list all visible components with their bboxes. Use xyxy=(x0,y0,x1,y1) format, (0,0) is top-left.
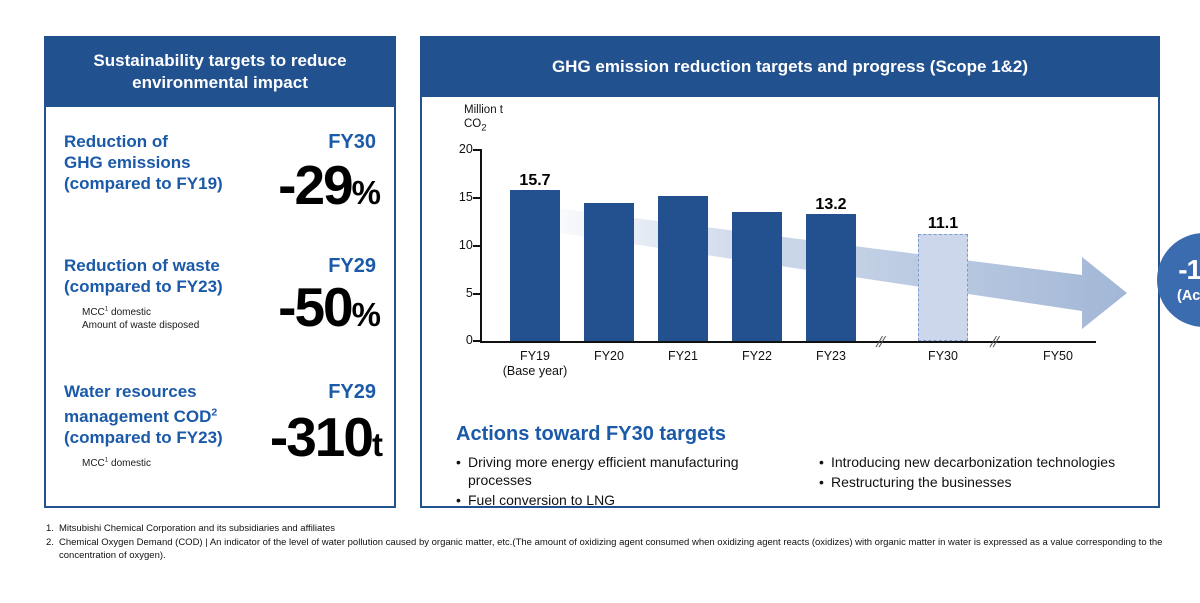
x-axis-line xyxy=(480,341,1096,343)
x-label-fy21: FY21 xyxy=(668,349,698,363)
metric-waste-title: Reduction of waste (compared to FY23) xyxy=(64,255,380,297)
footnote-2: 2. Chemical Oxygen Demand (COD) | An ind… xyxy=(46,536,1166,562)
metric-water-title-line1: Water resources xyxy=(64,382,197,401)
footnote-1: 1. Mitsubishi Chemical Corporation and i… xyxy=(46,522,1166,535)
badge-actual-reduction: -16% (Actual) xyxy=(1157,233,1200,327)
metric-water-subtext-line1: MCC1 domestic xyxy=(82,456,152,469)
x-label-fy30: FY30 xyxy=(928,349,958,363)
ghg-bar-chart: Million t CO2 20 15 10 5 0 15.7 13.2 11.… xyxy=(422,97,1200,387)
metric-waste-subtext-line2: Amount of waste disposed xyxy=(82,320,200,332)
bar-fy19 xyxy=(510,190,560,341)
metric-ghg-title-line1: Reduction of xyxy=(64,132,168,151)
metric-ghg-title-line2: GHG emissions xyxy=(64,153,191,172)
y-axis-unit-line1: Million t xyxy=(464,104,503,116)
action-item: Driving more energy efficient manufactur… xyxy=(456,453,801,489)
left-panel-header: Sustainability targets to reduce environ… xyxy=(46,38,394,107)
footnote-ref-1: 1 xyxy=(104,306,109,313)
y-tick-label-15: 15 xyxy=(458,190,473,204)
footnotes-section: 1. Mitsubishi Chemical Corporation and i… xyxy=(46,522,1166,563)
action-item: Introducing new decarbonization technolo… xyxy=(819,453,1146,471)
metric-water-fiscal-year: FY29 xyxy=(328,381,376,403)
footnote-ref-2: 2 xyxy=(211,406,218,418)
x-label-fy23: FY23 xyxy=(816,349,846,363)
metric-waste-fiscal-year: FY29 xyxy=(328,255,376,277)
action-item: Restructuring the businesses xyxy=(819,473,1146,491)
metric-water-number: -310 xyxy=(269,406,374,468)
metric-waste-subtext-line1: MCC1 domestic xyxy=(82,306,152,319)
y-tick-label-20: 20 xyxy=(458,142,473,156)
y-tick-label-10: 10 xyxy=(458,238,473,252)
y-axis-line xyxy=(480,149,482,341)
metric-ghg-title-line3: (compared to FY19) xyxy=(64,174,223,193)
metric-waste-number: -50 xyxy=(278,276,353,338)
bar-label-fy19: 15.7 xyxy=(519,172,551,189)
metric-ghg-emissions: FY30 Reduction of GHG emissions (compare… xyxy=(64,131,381,253)
actions-section: Actions toward FY30 targets Driving more… xyxy=(456,423,1146,511)
metric-water-value: -310t xyxy=(269,405,383,469)
metric-waste-value: -50% xyxy=(278,275,381,339)
metric-waste-title-line1: Reduction of waste xyxy=(64,256,220,275)
x-label-fy20: FY20 xyxy=(594,349,624,363)
metric-waste-subtext: MCC1 domestic Amount of waste disposed xyxy=(82,303,380,332)
metric-water-cod: FY29 Water resources management COD2 (co… xyxy=(64,381,383,501)
actions-column-right: Introducing new decarbonization technolo… xyxy=(801,453,1146,511)
metric-ghg-number: -29 xyxy=(278,154,353,216)
y-tick-label-0: 0 xyxy=(465,333,473,347)
actions-column-left: Driving more energy efficient manufactur… xyxy=(456,453,801,511)
bar-fy23 xyxy=(806,214,856,341)
y-tick-0: 0 xyxy=(466,333,480,347)
y-tick-10: 10 xyxy=(459,238,480,252)
metric-water-subtext: MCC1 domestic xyxy=(82,454,380,470)
y-tick-15: 15 xyxy=(459,190,480,204)
footnote-1-number: 1. xyxy=(46,523,54,534)
ghg-progress-panel: GHG emission reduction targets and progr… xyxy=(420,36,1200,511)
x-label-fy19: FY19 (Base year) xyxy=(503,349,568,378)
action-item: Fuel conversion to LNG xyxy=(456,491,801,509)
actions-columns: Driving more energy efficient manufactur… xyxy=(456,453,1146,511)
x-label-fy19-text: FY19 xyxy=(520,349,550,363)
metric-ghg-title: Reduction of GHG emissions (compared to … xyxy=(64,131,380,194)
x-label-fy22: FY22 xyxy=(742,349,772,363)
metric-waste-reduction: FY29 Reduction of waste (compared to FY2… xyxy=(64,255,381,375)
actions-title: Actions toward FY30 targets xyxy=(456,423,727,445)
bar-fy22 xyxy=(732,212,782,341)
metric-water-unit: t xyxy=(372,426,383,463)
x-label-fy50: FY50 xyxy=(1043,349,1073,363)
y-axis-unit-line2: CO2 xyxy=(464,118,487,134)
chart-plot-area: 20 15 10 5 0 15.7 13.2 11.1 // // FY19 (B… xyxy=(459,142,1096,378)
badge-actual-value: -16% xyxy=(1178,256,1200,284)
x-label-fy19-sub: (Base year) xyxy=(502,364,568,378)
metric-waste-unit: % xyxy=(351,296,381,333)
badge-actual-caption: (Actual) xyxy=(1177,288,1200,305)
bar-label-fy30: 11.1 xyxy=(927,215,959,232)
footnote-2-number: 2. xyxy=(46,537,54,548)
footnote-1-text: Mitsubishi Chemical Corporation and its … xyxy=(59,523,335,534)
bar-label-fy23: 13.2 xyxy=(815,196,847,213)
y-tick-20: 20 xyxy=(459,142,480,156)
y-tick-label-5: 5 xyxy=(465,286,473,300)
y-tick-5: 5 xyxy=(466,286,480,300)
metric-water-title-line3: (compared to FY23) xyxy=(64,427,223,447)
bar-fy30-target xyxy=(918,234,968,341)
y-axis-unit-label: Million t CO2 xyxy=(464,103,503,135)
bar-fy20 xyxy=(584,202,634,341)
footnote-ref-1b: 1 xyxy=(104,456,109,464)
right-panel-header: GHG emission reduction targets and progr… xyxy=(422,38,1158,97)
co2-subscript: 2 xyxy=(481,122,487,134)
metrics-list: FY30 Reduction of GHG emissions (compare… xyxy=(46,107,394,501)
metric-ghg-fiscal-year: FY30 xyxy=(328,131,376,153)
metric-water-title-line2: management COD2 xyxy=(64,406,218,426)
metric-waste-title-line2: (compared to FY23) xyxy=(64,277,223,296)
metric-ghg-unit: % xyxy=(351,174,381,211)
badge-actual-number: -16 xyxy=(1178,254,1200,286)
metric-ghg-value: -29% xyxy=(278,153,381,217)
sustainability-targets-panel: Sustainability targets to reduce environ… xyxy=(44,36,396,508)
metric-water-title: Water resources management COD2 (compare… xyxy=(64,381,380,448)
footnote-2-text: Chemical Oxygen Demand (COD) | An indica… xyxy=(59,537,1163,561)
bar-fy21 xyxy=(658,196,708,341)
